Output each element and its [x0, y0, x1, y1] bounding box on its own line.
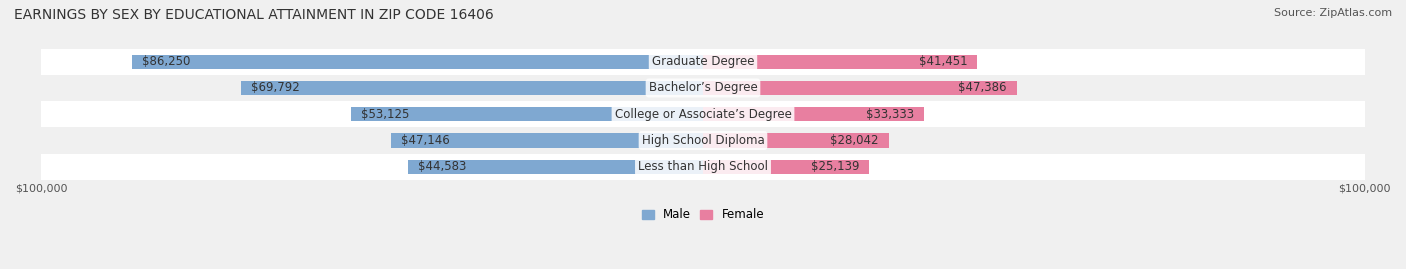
Bar [703, 133, 889, 148]
Text: $47,386: $47,386 [957, 82, 1007, 94]
Text: $28,042: $28,042 [830, 134, 879, 147]
Bar [703, 55, 977, 69]
Text: $41,451: $41,451 [918, 55, 967, 68]
Text: EARNINGS BY SEX BY EDUCATIONAL ATTAINMENT IN ZIP CODE 16406: EARNINGS BY SEX BY EDUCATIONAL ATTAINMEN… [14, 8, 494, 22]
Bar [703, 81, 1017, 95]
Text: College or Associate’s Degree: College or Associate’s Degree [614, 108, 792, 121]
Bar [242, 81, 703, 95]
Bar [41, 49, 1365, 75]
Bar [703, 107, 924, 122]
Text: $69,792: $69,792 [252, 82, 299, 94]
Text: Bachelor’s Degree: Bachelor’s Degree [648, 82, 758, 94]
Bar [408, 160, 703, 174]
Bar [132, 55, 703, 69]
Text: High School Diploma: High School Diploma [641, 134, 765, 147]
Text: $86,250: $86,250 [142, 55, 191, 68]
Text: Less than High School: Less than High School [638, 160, 768, 173]
Text: Graduate Degree: Graduate Degree [652, 55, 754, 68]
Bar [41, 75, 1365, 101]
Bar [41, 101, 1365, 127]
Text: $47,146: $47,146 [401, 134, 450, 147]
Text: $44,583: $44,583 [418, 160, 467, 173]
Text: $25,139: $25,139 [811, 160, 859, 173]
Text: Source: ZipAtlas.com: Source: ZipAtlas.com [1274, 8, 1392, 18]
Bar [41, 127, 1365, 154]
Bar [352, 107, 703, 122]
Bar [41, 154, 1365, 180]
Legend: Male, Female: Male, Female [637, 204, 769, 226]
Bar [391, 133, 703, 148]
Text: $53,125: $53,125 [361, 108, 409, 121]
Text: $33,333: $33,333 [866, 108, 914, 121]
Bar [703, 160, 869, 174]
